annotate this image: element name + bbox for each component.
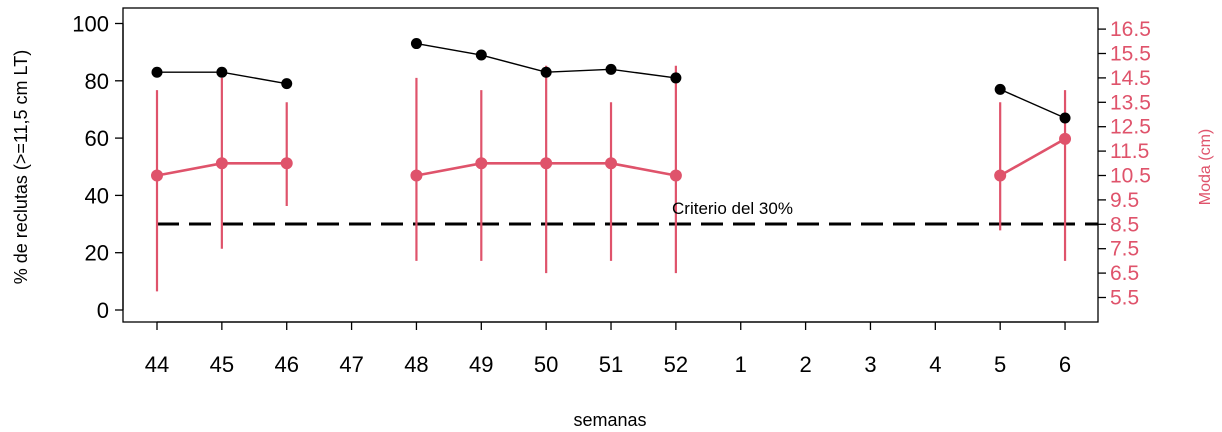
moda-point xyxy=(410,169,423,182)
x-tick-label: 6 xyxy=(1059,352,1071,377)
moda-point xyxy=(540,157,553,170)
x-axis-title: semanas xyxy=(573,410,646,430)
x-tick-label: 50 xyxy=(534,352,558,377)
moda-point xyxy=(215,157,228,170)
y-tick-label-right: 14.5 xyxy=(1110,67,1151,90)
y-axis-title-left: % de reclutas (>=11,5 cm LT) xyxy=(11,50,31,284)
x-tick-label: 44 xyxy=(145,352,169,377)
reclutas-point xyxy=(151,66,163,78)
reclutas-point xyxy=(410,38,422,50)
y-tick-label-right: 15.5 xyxy=(1110,43,1151,66)
x-tick-label: 52 xyxy=(664,352,688,377)
y-tick-label-right: 11.5 xyxy=(1110,140,1149,163)
y-tick-label-right: 16.5 xyxy=(1110,18,1151,41)
x-tick-label: 47 xyxy=(339,352,363,377)
x-tick-label: 2 xyxy=(799,352,811,377)
y-tick-label-right: 10.5 xyxy=(1110,165,1151,188)
x-tick-label: 48 xyxy=(404,352,428,377)
x-tick-label: 51 xyxy=(599,352,623,377)
y-axis-title-right: Moda (cm) xyxy=(1197,129,1214,205)
y-tick-label-left: 20 xyxy=(85,241,109,266)
x-tick-label: 3 xyxy=(864,352,876,377)
moda-point xyxy=(994,169,1007,182)
y-tick-label-left: 80 xyxy=(85,69,109,94)
y-tick-label-left: 100 xyxy=(72,12,109,37)
y-tick-label-right: 7.5 xyxy=(1110,238,1139,261)
x-tick-label: 1 xyxy=(735,352,747,377)
reclutas-point xyxy=(605,63,617,75)
x-tick-label: 46 xyxy=(274,352,298,377)
x-tick-label: 4 xyxy=(929,352,941,377)
reference-line-label: Criterio del 30% xyxy=(672,199,793,218)
moda-point xyxy=(669,169,682,182)
moda-point xyxy=(280,157,293,170)
y-tick-label-right: 9.5 xyxy=(1110,189,1139,212)
y-tick-label-right: 12.5 xyxy=(1110,116,1151,139)
reclutas-point xyxy=(670,72,682,84)
data-marks xyxy=(151,38,1098,292)
y-tick-label-left: 60 xyxy=(85,126,109,151)
y-tick-label-right: 8.5 xyxy=(1110,213,1139,236)
reclutas-point xyxy=(475,49,487,61)
reclutas-point xyxy=(994,83,1006,95)
x-tick-label: 45 xyxy=(210,352,234,377)
moda-point xyxy=(605,157,618,170)
x-tick-label: 49 xyxy=(469,352,493,377)
y-tick-label-left: 40 xyxy=(85,183,109,208)
reclutas-series-line xyxy=(999,88,1066,119)
reclutas-point xyxy=(281,78,293,90)
y-tick-label-left: 0 xyxy=(97,298,109,323)
moda-series-line xyxy=(999,137,1066,177)
moda-point xyxy=(151,169,163,182)
y-tick-label-right: 5.5 xyxy=(1110,287,1139,310)
moda-point xyxy=(1059,132,1072,145)
reclutas-point xyxy=(216,66,228,78)
moda-point xyxy=(475,157,488,170)
y-tick-label-right: 13.5 xyxy=(1110,91,1151,114)
x-tick-label: 5 xyxy=(994,352,1006,377)
y-tick-label-right: 6.5 xyxy=(1110,262,1139,285)
reclutas-point xyxy=(540,66,552,78)
reclutas-point xyxy=(1059,112,1071,124)
